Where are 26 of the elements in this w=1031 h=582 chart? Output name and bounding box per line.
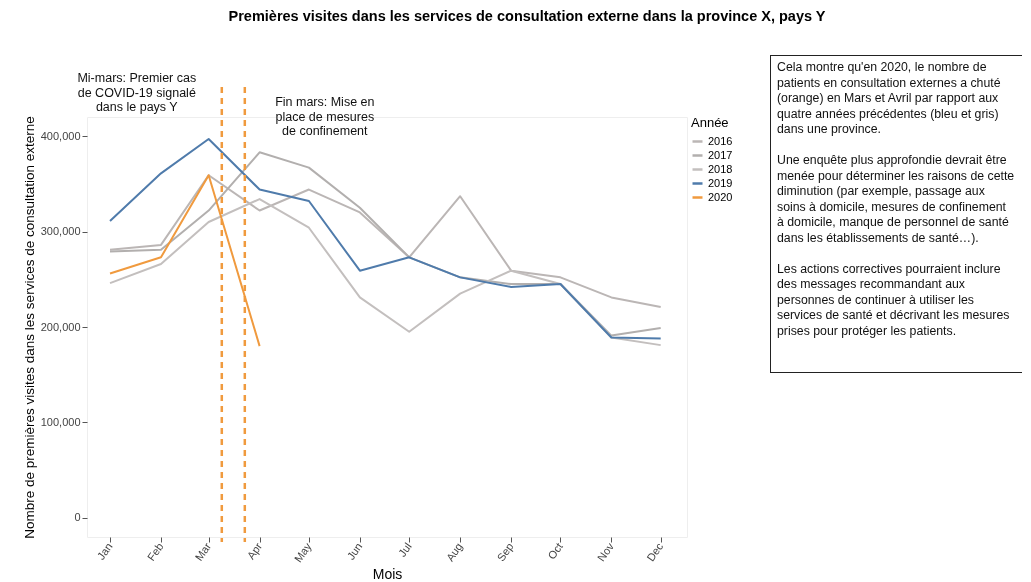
chart-title: Premières visites dans les services de consultation externe dans la province X, pays Y: [228, 7, 826, 24]
y-tick-label: 400,000: [40, 129, 81, 142]
legend-title: Année: [691, 115, 729, 130]
legend-label: 2020: [708, 190, 733, 203]
x-tick-label: Jul: [395, 540, 414, 559]
ref-line-label: Fin mars: Mise en place de mesures de confinement: [275, 95, 375, 138]
legend-label: 2017: [708, 148, 733, 161]
legend-label: 2016: [708, 134, 733, 147]
legend-label: 2019: [708, 176, 733, 189]
y-tick-label: 300,000: [40, 225, 81, 238]
legend-label: 2018: [708, 162, 733, 175]
x-tick-label: Apr: [244, 540, 265, 562]
y-tick-label: 200,000: [40, 320, 81, 333]
x-tick-label: Mar: [192, 540, 214, 563]
x-tick-label: Dec: [644, 540, 666, 564]
y-tick-label: 0: [74, 511, 81, 524]
ref-line-label: Mi-mars: Premier cas de COVID-19 signalé dans le pays Y: [77, 71, 197, 114]
y-tick-label: 100,000: [40, 415, 81, 428]
x-tick-label: Sep: [494, 540, 516, 564]
x-axis-title: Mois: [372, 566, 403, 582]
x-tick-label: Oct: [545, 540, 566, 562]
x-tick-label: Jan: [94, 540, 115, 562]
y-axis-title: Nombre de premières visites dans les services de consultation externe: [21, 116, 37, 539]
x-tick-label: Jun: [344, 540, 365, 562]
x-tick-label: Feb: [144, 540, 166, 563]
text: Cela montre qu'en 2020, le nombre de patients en consultation externes a chuté (orange) en Mars et Avril par rapport aux quatre années précédentes (bleu et gris) dans une province. Une enquête plus approfondie devrait être menée pour déterminer les raisons de cette diminution (par exemple, passage aux soins à domicile, mesures de confinement à domicile, manque de personnel de santé dans les établissements de santé…). Les actions correctives pourraient inclure des messages recommandant aux personnes de continuer à utiliser les services de santé et décrivant les mesures prises pour protéger les patients.: [777, 60, 1015, 338]
